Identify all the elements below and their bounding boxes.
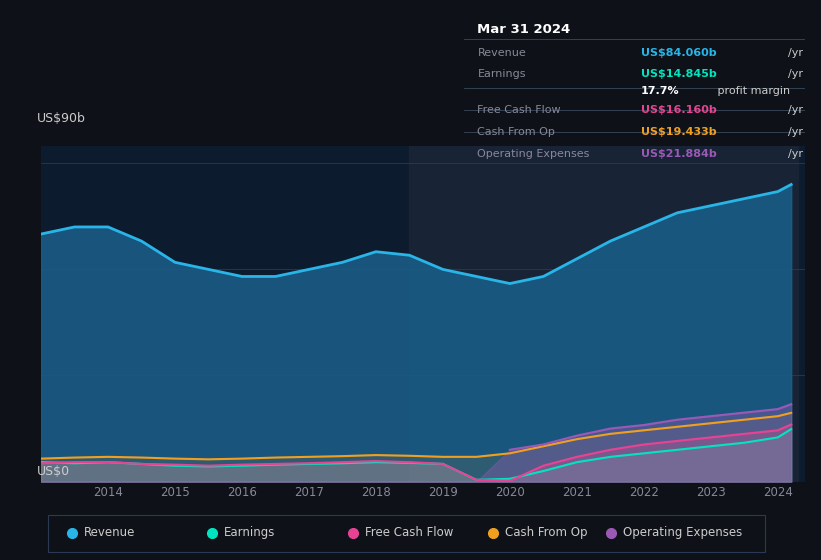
Text: Mar 31 2024: Mar 31 2024	[478, 23, 571, 36]
Text: US$21.884b: US$21.884b	[641, 150, 717, 160]
Text: Revenue: Revenue	[478, 48, 526, 58]
Text: Earnings: Earnings	[478, 69, 526, 78]
Text: 17.7%: 17.7%	[641, 86, 680, 96]
Text: Revenue: Revenue	[84, 526, 135, 539]
Text: Cash From Op: Cash From Op	[478, 127, 555, 137]
Text: Operating Expenses: Operating Expenses	[478, 150, 589, 160]
Text: Cash From Op: Cash From Op	[505, 526, 588, 539]
Bar	[410, 146, 798, 482]
Text: US$0: US$0	[37, 465, 71, 478]
Text: US$90b: US$90b	[37, 113, 86, 125]
Text: /yr: /yr	[787, 48, 803, 58]
Text: profit margin: profit margin	[714, 86, 791, 96]
Text: Operating Expenses: Operating Expenses	[623, 526, 742, 539]
Text: /yr: /yr	[787, 127, 803, 137]
Text: US$19.433b: US$19.433b	[641, 127, 717, 137]
Text: Free Cash Flow: Free Cash Flow	[365, 526, 453, 539]
Text: Earnings: Earnings	[224, 526, 276, 539]
Text: US$14.845b: US$14.845b	[641, 69, 717, 78]
Text: /yr: /yr	[787, 69, 803, 78]
Text: /yr: /yr	[787, 105, 803, 115]
Text: US$84.060b: US$84.060b	[641, 48, 717, 58]
Text: US$16.160b: US$16.160b	[641, 105, 717, 115]
Text: Free Cash Flow: Free Cash Flow	[478, 105, 561, 115]
Text: /yr: /yr	[787, 150, 803, 160]
